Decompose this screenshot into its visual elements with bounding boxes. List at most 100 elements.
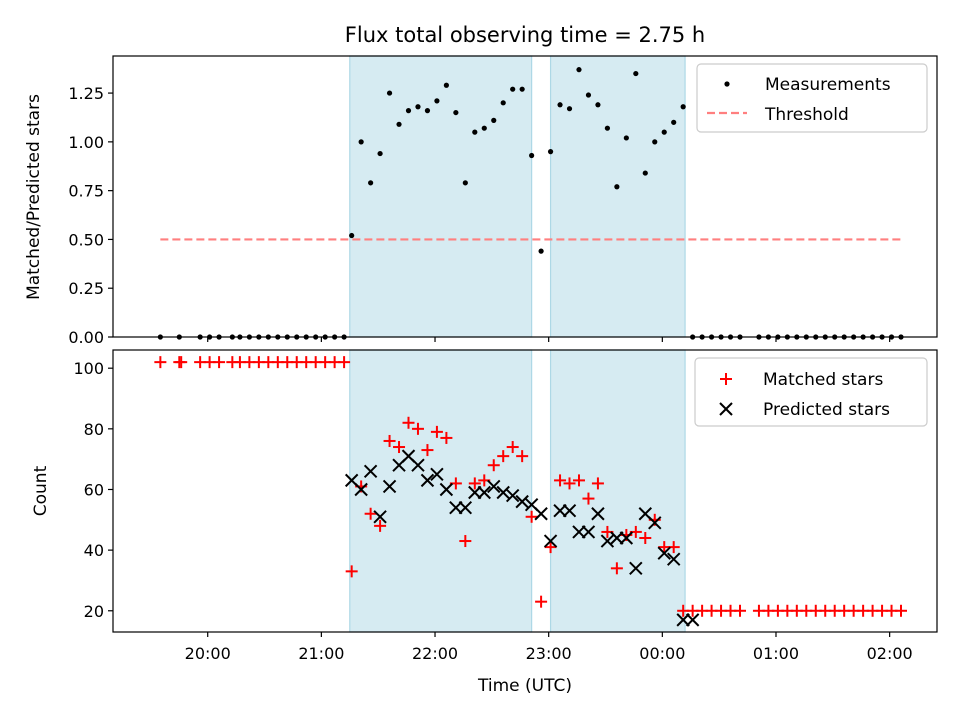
legend-label-measurements: Measurements xyxy=(765,75,891,95)
measurements-point xyxy=(396,121,402,127)
measurements-point xyxy=(368,180,374,186)
x-tick-label: 02:00 xyxy=(867,644,913,663)
matched-stars-point xyxy=(440,431,453,444)
matched-stars-point xyxy=(383,434,396,447)
matched-stars-point xyxy=(175,356,188,369)
legend-label-threshold: Threshold xyxy=(764,105,849,125)
predicted-stars-point xyxy=(600,534,615,548)
top-y-axis-label: Matched/Predicted stars xyxy=(24,94,44,300)
measurements-point xyxy=(443,82,449,88)
measurements-point xyxy=(472,129,478,135)
measurements-point xyxy=(538,248,544,254)
bottom-x-ticks: 20:00 21:00 22:00 23:00 00:00 01:00 02:00 xyxy=(185,632,913,663)
measurements-point xyxy=(405,108,412,114)
predicted-stars-point xyxy=(420,473,435,488)
matched-stars-point xyxy=(516,450,529,463)
predicted-stars-point xyxy=(505,488,520,503)
predicted-stars-point xyxy=(610,531,624,545)
predicted-stars-point xyxy=(468,485,482,500)
chart-title: Flux total observing time = 2.75 h xyxy=(345,23,705,47)
predicted-stars-point xyxy=(676,613,690,627)
measurements-point xyxy=(642,170,648,176)
matched-stars-point xyxy=(535,595,548,608)
measurements-point xyxy=(614,184,620,190)
matched-stars-point xyxy=(895,604,908,617)
top-y-tick-label: 0.75 xyxy=(68,182,104,201)
bottom-panel: 20 40 60 80 100 20:00 21:00 22:00 23:00 00:00 01:… xyxy=(31,349,938,696)
bottom-y-ticks: 20 40 60 80 100 xyxy=(73,359,113,621)
measurements-point xyxy=(547,149,554,155)
x-tick-label: 01:00 xyxy=(753,644,799,663)
measurements-point xyxy=(623,135,629,141)
legend-marker-predicted-stars xyxy=(719,402,733,416)
top-axes-frame xyxy=(112,55,938,338)
x-axis-label: Time (UTC) xyxy=(477,676,572,696)
matched-stars-point xyxy=(468,477,481,490)
top-y-tick-label: 1.25 xyxy=(68,84,104,103)
top-legend-frame xyxy=(696,63,928,133)
matched-stars-point xyxy=(487,459,500,472)
predicted-stars-point xyxy=(543,534,558,548)
predicted-stars-point xyxy=(666,552,681,566)
predicted-stars-point xyxy=(562,504,577,518)
measurements-point xyxy=(349,232,355,239)
x-tick-label: 20:00 xyxy=(185,644,231,663)
top-series xyxy=(157,67,904,340)
matched-stars-point xyxy=(459,535,472,548)
bottom-y-tick-label: 80 xyxy=(84,420,104,439)
bottom-y-axis-label: Count xyxy=(31,465,51,516)
predicted-stars-point xyxy=(648,516,662,530)
predicted-stars-point xyxy=(534,507,548,521)
predicted-stars-point xyxy=(439,482,454,497)
measurements-point xyxy=(434,98,440,104)
matched-stars-point xyxy=(402,416,415,429)
matched-stars-point xyxy=(506,441,519,454)
predicted-stars-point xyxy=(354,482,368,497)
measurements-point xyxy=(424,108,431,114)
legend-marker-measurements xyxy=(724,81,730,87)
predicted-stars-point xyxy=(487,479,501,494)
measurements-point xyxy=(377,150,383,157)
bottom-legend-frame xyxy=(694,357,928,427)
measurements-point xyxy=(510,86,516,92)
measurements-point xyxy=(680,104,686,110)
matched-stars-point xyxy=(338,356,351,369)
predicted-stars-point xyxy=(619,531,634,545)
matched-stars-point xyxy=(572,474,585,487)
measurements-point xyxy=(358,139,364,145)
top-shaded-interval-1 xyxy=(349,55,533,338)
measurements-point xyxy=(491,117,497,123)
matched-stars-point xyxy=(421,444,434,457)
predicted-stars-point xyxy=(496,485,510,500)
measurements-point xyxy=(453,109,459,116)
top-y-tick-label: 0.00 xyxy=(68,328,104,347)
top-x-ticks xyxy=(207,337,891,342)
top-shaded-intervals xyxy=(349,55,686,338)
matched-stars-point xyxy=(591,477,604,490)
measurements-point xyxy=(585,92,592,98)
predicted-stars-point xyxy=(591,507,605,521)
measurements-point xyxy=(652,139,658,145)
matched-stars-point xyxy=(345,565,358,578)
matched-stars-point xyxy=(563,477,576,490)
top-y-tick-label: 0.50 xyxy=(68,230,104,249)
measurements-point xyxy=(566,106,573,112)
bottom-y-tick-label: 20 xyxy=(84,602,104,621)
measurements-point xyxy=(576,67,582,73)
predicted-stars-point xyxy=(382,479,397,494)
legend-label-matched-stars: Matched stars xyxy=(763,370,883,390)
measurements-point xyxy=(519,86,525,92)
measurements-point xyxy=(529,152,535,159)
matched-stars-point xyxy=(411,422,424,435)
predicted-stars-point xyxy=(477,485,491,500)
matched-stars-point xyxy=(393,441,406,454)
measurements-point xyxy=(595,102,601,108)
top-y-ticks: 0.00 0.25 0.50 0.75 1.00 1.25 xyxy=(68,84,113,347)
bottom-axes-frame xyxy=(112,349,938,633)
predicted-stars-point xyxy=(430,467,444,482)
matched-stars-point xyxy=(554,474,567,487)
predicted-stars-point xyxy=(458,500,473,515)
predicted-stars-point xyxy=(363,464,378,478)
x-tick-label: 21:00 xyxy=(298,644,344,663)
measurements-point xyxy=(481,125,487,131)
